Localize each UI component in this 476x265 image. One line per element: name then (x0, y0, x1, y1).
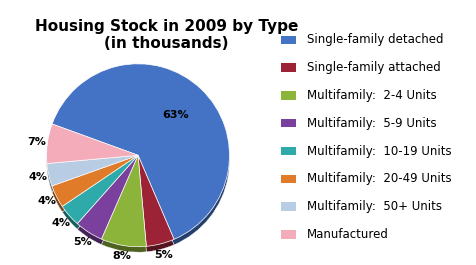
Text: 8%: 8% (112, 251, 131, 261)
Wedge shape (52, 69, 229, 245)
Text: 4%: 4% (29, 172, 48, 182)
Text: Multifamily:  2-4 Units: Multifamily: 2-4 Units (307, 89, 437, 102)
Wedge shape (47, 124, 138, 164)
Wedge shape (77, 161, 138, 245)
Text: Housing Stock in 2009 by Type
(in thousands): Housing Stock in 2009 by Type (in thousa… (35, 19, 298, 51)
Wedge shape (47, 155, 138, 186)
Text: 4%: 4% (51, 218, 70, 228)
Wedge shape (52, 64, 229, 239)
Text: Multifamily:  10-19 Units: Multifamily: 10-19 Units (307, 144, 452, 158)
Wedge shape (101, 161, 146, 252)
Wedge shape (52, 155, 138, 206)
Wedge shape (52, 161, 138, 212)
Wedge shape (62, 161, 138, 229)
Wedge shape (138, 161, 174, 252)
Text: Multifamily:  20-49 Units: Multifamily: 20-49 Units (307, 172, 452, 185)
Text: 5%: 5% (73, 237, 92, 246)
Wedge shape (101, 155, 146, 247)
Text: Manufactured: Manufactured (307, 228, 389, 241)
Wedge shape (138, 155, 174, 246)
Wedge shape (47, 130, 138, 169)
Text: 4%: 4% (37, 196, 56, 206)
Text: Multifamily:  5-9 Units: Multifamily: 5-9 Units (307, 117, 436, 130)
Text: 5%: 5% (154, 250, 172, 259)
Wedge shape (77, 155, 138, 239)
Text: Multifamily:  50+ Units: Multifamily: 50+ Units (307, 200, 442, 213)
Text: Single-family detached: Single-family detached (307, 33, 444, 46)
Text: Single-family attached: Single-family attached (307, 61, 441, 74)
Text: 7%: 7% (27, 137, 46, 147)
Wedge shape (62, 155, 138, 224)
Wedge shape (47, 161, 138, 191)
Text: 63%: 63% (162, 111, 189, 120)
